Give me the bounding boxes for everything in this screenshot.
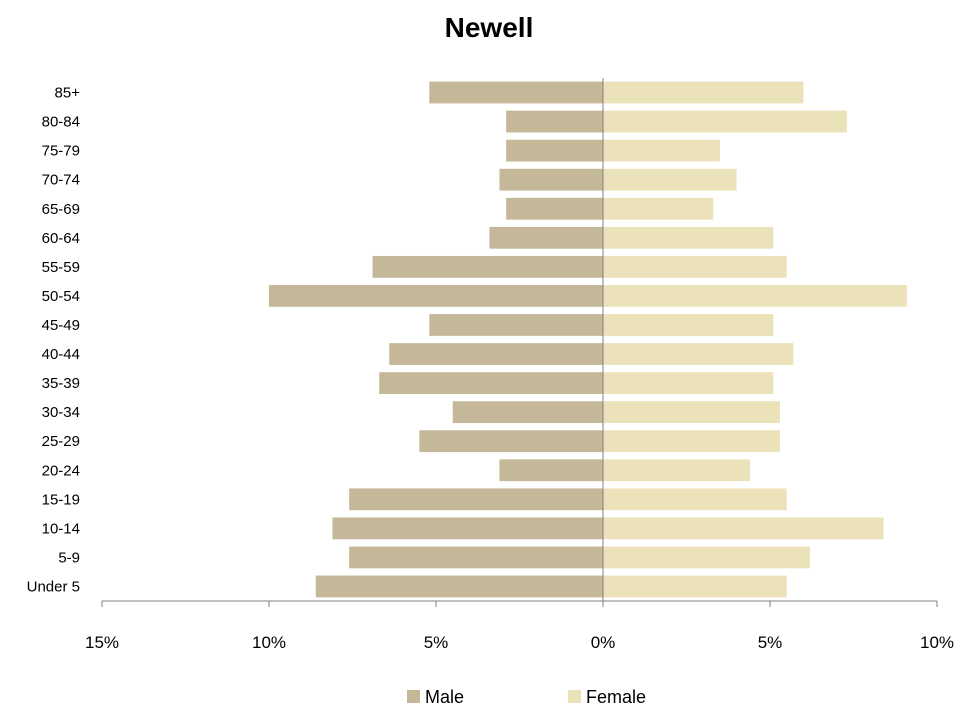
bar-female-70-74 (603, 168, 737, 191)
category-label: 5-9 (58, 549, 80, 566)
category-label: 85+ (55, 85, 81, 102)
bar-female-35-39 (603, 372, 774, 394)
bar-male-85plus (429, 81, 603, 104)
bar-female-30-34 (603, 401, 781, 424)
x-tick-label: 5% (758, 633, 783, 652)
category-label: 45-49 (42, 317, 80, 334)
bars-group (269, 81, 907, 598)
category-label: 30-34 (42, 404, 80, 421)
bar-male-75-79 (506, 139, 603, 162)
bar-male-10-14 (332, 517, 603, 540)
category-label: 10-14 (42, 520, 80, 537)
category-label: 35-39 (42, 375, 80, 392)
legend-label-female: Female (586, 687, 646, 707)
legend-swatch-male (407, 690, 420, 703)
bar-female-75-79 (603, 139, 720, 162)
bar-female-55-59 (603, 255, 787, 278)
category-label: 75-79 (42, 143, 80, 160)
bar-female-45-49 (603, 314, 774, 336)
bar-male-40-44 (389, 343, 603, 365)
bar-male-15-19 (349, 488, 603, 511)
category-label: 60-64 (42, 230, 80, 247)
bar-female-20-24 (603, 459, 750, 482)
category-label: 20-24 (42, 462, 80, 479)
bar-male-Under-5 (315, 575, 603, 598)
bar-male-70-74 (499, 168, 603, 191)
bar-female-10-14 (603, 517, 884, 540)
bar-female-25-29 (603, 430, 781, 453)
bar-male-5-9 (349, 546, 603, 569)
category-label: 25-29 (42, 433, 80, 450)
legend: Male Female (407, 687, 646, 707)
bar-male-50-54 (269, 285, 603, 307)
x-tick-label: 10% (920, 633, 954, 652)
bar-female-40-44 (603, 343, 794, 365)
bar-male-55-59 (372, 255, 603, 278)
category-label: 65-69 (42, 201, 80, 218)
bar-male-60-64 (489, 226, 603, 249)
category-label: 50-54 (42, 288, 80, 305)
legend-label-male: Male (425, 687, 464, 707)
bar-male-45-49 (429, 314, 603, 336)
bar-female-65-69 (603, 197, 714, 220)
bar-female-50-54 (603, 285, 907, 307)
x-tick-label: 0% (591, 633, 616, 652)
bar-female-Under-5 (603, 575, 787, 598)
bar-female-85plus (603, 81, 804, 104)
bar-male-35-39 (379, 372, 603, 394)
bar-female-60-64 (603, 226, 774, 249)
category-label: 70-74 (42, 172, 80, 189)
bar-female-15-19 (603, 488, 787, 511)
x-tick-label: 5% (424, 633, 449, 652)
category-label: 15-19 (42, 491, 80, 508)
bar-male-25-29 (419, 430, 603, 453)
bar-female-5-9 (603, 546, 811, 569)
category-label: 55-59 (42, 259, 80, 276)
bar-male-80-84 (506, 110, 603, 133)
category-label: Under 5 (27, 578, 80, 595)
legend-swatch-female (568, 690, 581, 703)
bar-female-80-84 (603, 110, 847, 133)
bar-male-30-34 (452, 401, 603, 424)
bar-male-65-69 (506, 197, 603, 220)
category-labels: Under 5 5-9 10-14 15-19 20-24 25-29 30-34 35-39… (27, 85, 81, 596)
x-axis: 15% 10% 5% 0% 5% 10% (85, 600, 954, 652)
x-tick-label: 10% (252, 633, 286, 652)
category-label: 80-84 (42, 114, 80, 131)
bar-male-20-24 (499, 459, 603, 482)
category-label: 40-44 (42, 346, 80, 363)
chart-title: Newell (445, 12, 534, 43)
x-tick-label: 15% (85, 633, 119, 652)
